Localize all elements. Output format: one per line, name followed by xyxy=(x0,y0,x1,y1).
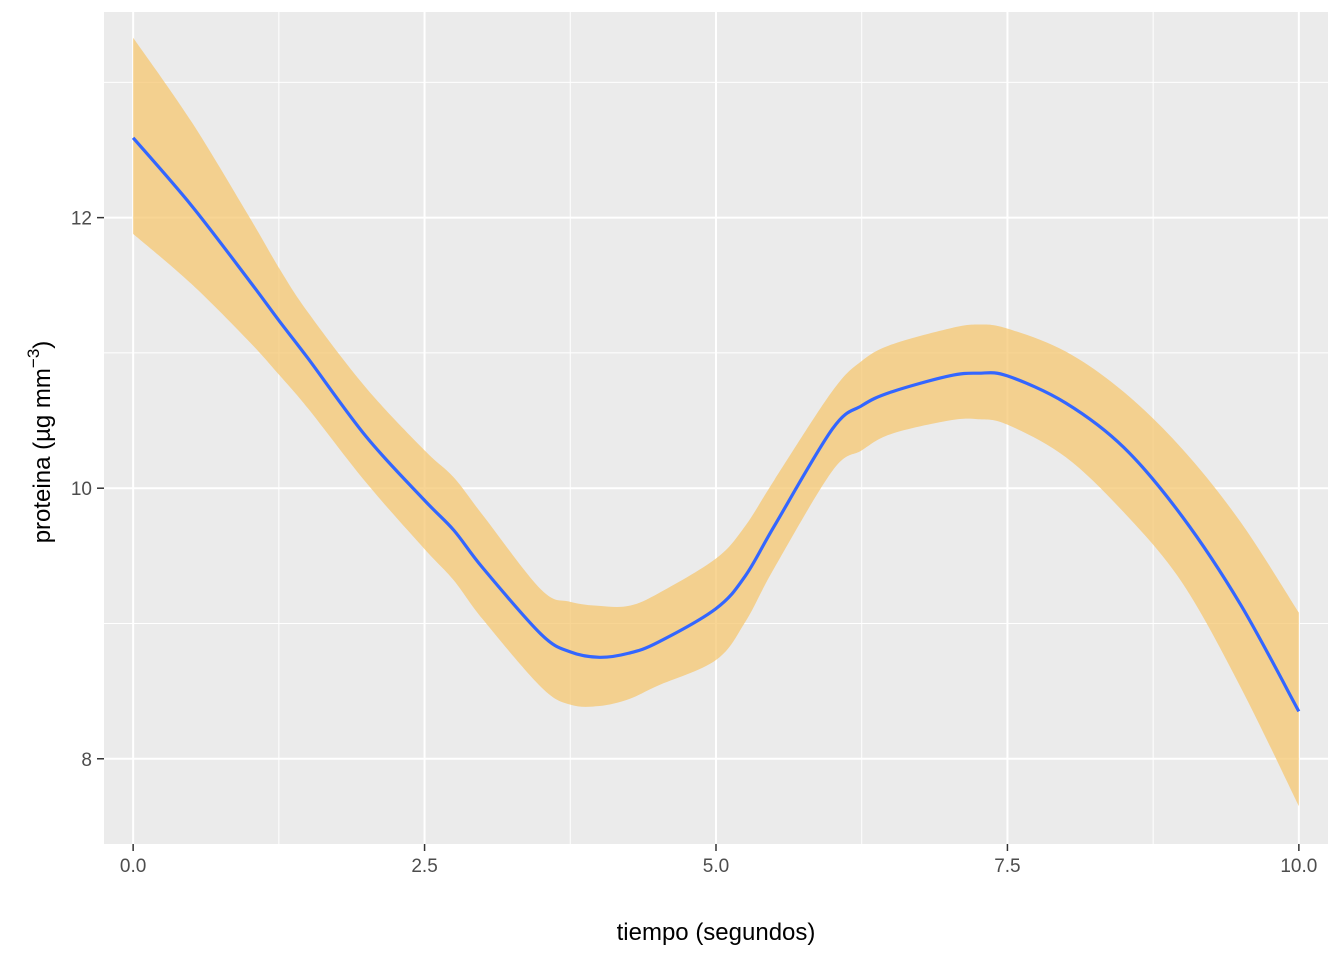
y-axis-title-close: ) xyxy=(29,341,56,349)
y-tick-label: 8 xyxy=(81,750,92,771)
y-axis-title-main: proteina (µg mm xyxy=(29,368,56,543)
x-tick-label: 10.0 xyxy=(1280,856,1317,877)
x-tick-label: 2.5 xyxy=(411,856,437,877)
x-tick-label: 5.0 xyxy=(703,856,729,877)
smooth-line xyxy=(131,136,1301,713)
y-axis-title: proteina (µg mm−3) xyxy=(24,341,56,544)
y-axis-ticks: 8 10 12 xyxy=(71,209,104,771)
y-tick-label: 10 xyxy=(71,479,92,500)
y-tick-label: 12 xyxy=(71,209,92,230)
x-axis-title: tiempo (segundos) xyxy=(617,919,816,946)
x-tick-label: 0.0 xyxy=(120,856,146,877)
x-tick-label: 7.5 xyxy=(994,856,1020,877)
y-axis-title-superscript: −3 xyxy=(24,349,43,368)
x-axis-ticks: 0.0 2.5 5.0 7.5 10.0 xyxy=(120,844,1317,877)
confidence-band xyxy=(133,37,1299,807)
